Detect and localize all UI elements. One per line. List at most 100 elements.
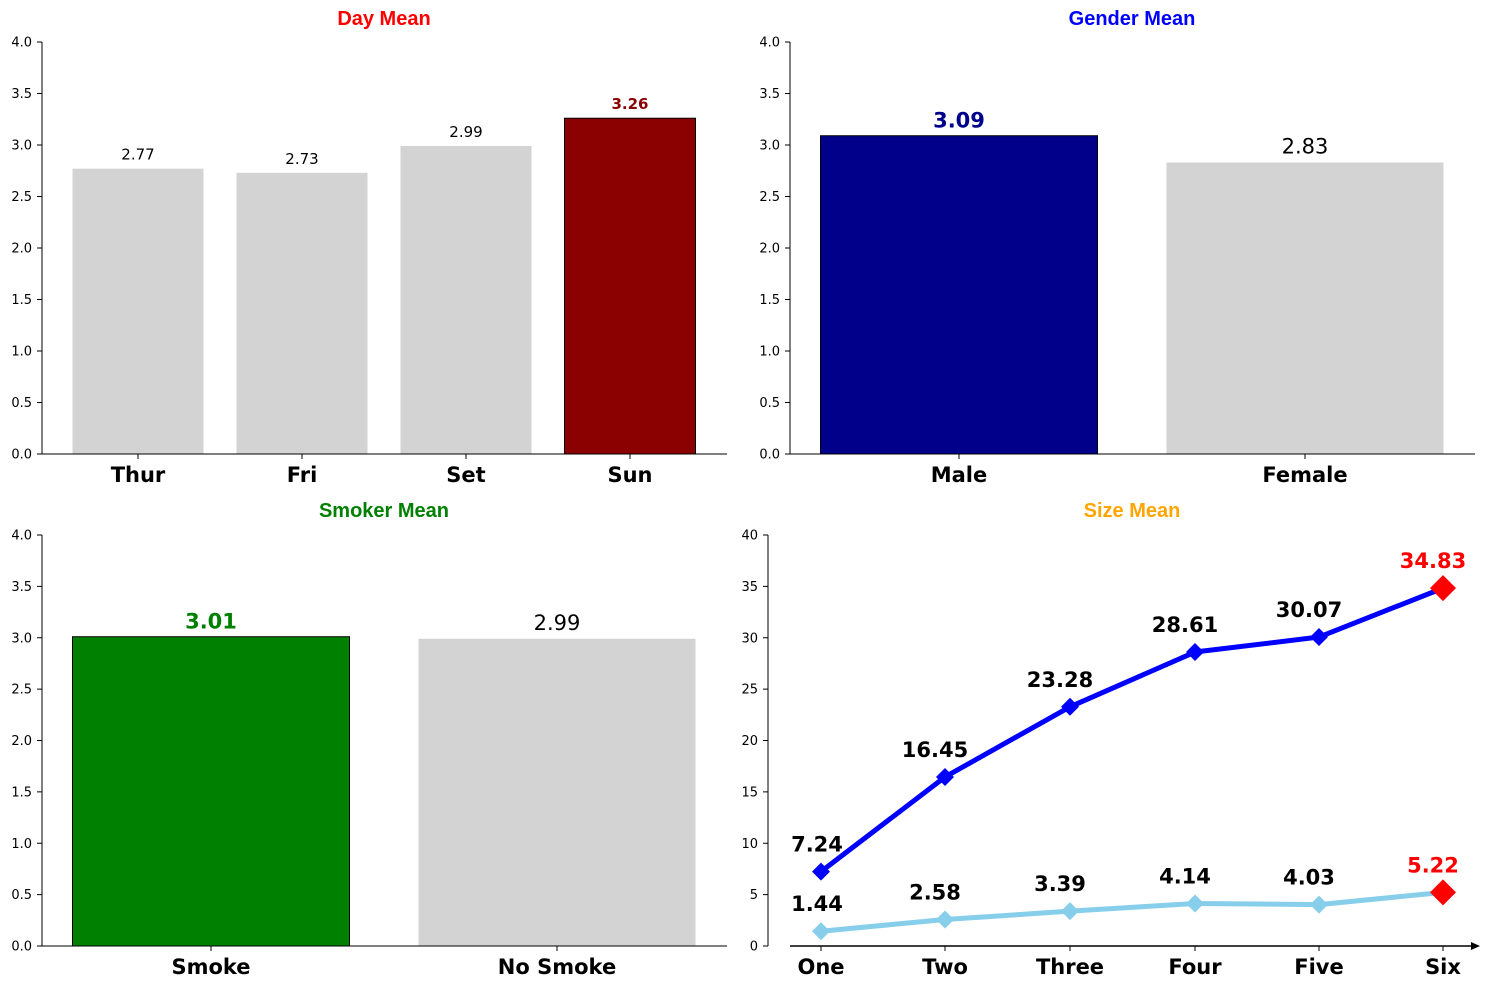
gender-mean-title: Gender Mean (1069, 8, 1196, 30)
bar-sun (564, 117, 696, 455)
y-tick-label: 4.0 (11, 36, 32, 51)
value-label-tip-three: 3.39 (1034, 872, 1086, 896)
marker-total-one (812, 862, 830, 881)
y-tick-label: 0.0 (11, 448, 32, 463)
marker-tip-three (1061, 902, 1079, 921)
x-tick-label-six: Six (1425, 955, 1461, 979)
bar-fri (236, 172, 368, 454)
value-label-total-one: 7.24 (791, 833, 843, 857)
x-tick-label-female: Female (1262, 463, 1347, 487)
value-label-male: 3.09 (933, 109, 985, 133)
y-tick-label: 25 (741, 683, 758, 698)
y-tick-label: 1.0 (759, 345, 780, 360)
value-label-thur: 2.77 (121, 146, 154, 164)
value-label-tip-five: 4.03 (1283, 866, 1335, 890)
gender-mean-chart: Gender Mean 0.0 0.5 1.0 1.5 2.0 2.5 3.0 3.5 4.0 3… (759, 8, 1475, 487)
y-tick-label: 3.5 (11, 580, 32, 595)
x-tick-label-no-smoke: No Smoke (498, 955, 616, 979)
series-line-tip (818, 889, 1446, 934)
smoker-mean-chart: Smoker Mean 0.0 0.5 1.0 1.5 2.0 2.5 3.0 3.5 4.0 3… (11, 500, 727, 979)
x-axis-arrow (1471, 942, 1480, 950)
marker-tip-five (1310, 895, 1328, 914)
value-label-sun: 3.26 (611, 95, 648, 113)
x-tick-label-set: Set (446, 463, 485, 487)
y-tick-label: 5 (750, 888, 758, 903)
y-tick-label: 3.5 (11, 87, 32, 102)
y-tick-label: 2.5 (11, 190, 32, 205)
value-label-total-six: 34.83 (1400, 549, 1466, 573)
y-tick-label: 30 (741, 631, 758, 646)
marker-total-six (1430, 575, 1456, 602)
bar-no-smoke (418, 638, 696, 946)
x-tick-label-two: Two (922, 955, 968, 979)
bar-male (820, 135, 1098, 455)
y-tick-label: 1.0 (11, 345, 32, 360)
value-label-total-five: 30.07 (1276, 598, 1342, 622)
smoker-mean-plot: 0.0 0.5 1.0 1.5 2.0 2.5 3.0 3.5 4.0 3.01 Smoke 2.99… (11, 529, 727, 979)
value-label-total-two: 16.45 (902, 738, 968, 762)
x-tick-label-sun: Sun (607, 463, 652, 487)
marker-tip-four (1186, 894, 1204, 913)
x-tick-label-fri: Fri (287, 463, 318, 487)
value-label-fri: 2.73 (285, 150, 318, 168)
y-tick-label: 3.5 (759, 87, 780, 102)
value-label-tip-six: 5.22 (1407, 853, 1459, 877)
gender-mean-plot: 0.0 0.5 1.0 1.5 2.0 2.5 3.0 3.5 4.0 3.09 Male 2.83 F… (759, 36, 1475, 487)
marker-tip-six (1430, 879, 1456, 906)
value-label-tip-one: 1.44 (791, 892, 843, 916)
value-label-female: 2.83 (1282, 135, 1329, 159)
y-tick-label: 40 (741, 529, 758, 544)
marker-total-four (1186, 643, 1204, 662)
marker-tip-two (936, 910, 954, 929)
y-tick-label: 1.5 (11, 293, 32, 308)
y-tick-label: 2.5 (759, 190, 780, 205)
x-tick-label-five: Five (1294, 955, 1343, 979)
y-tick-label: 3.0 (11, 139, 32, 154)
value-label-no-smoke: 2.99 (534, 611, 581, 635)
y-tick-label: 3.0 (759, 139, 780, 154)
bar-thur (72, 168, 204, 454)
value-label-total-three: 23.28 (1027, 668, 1093, 692)
y-tick-label: 0.0 (11, 940, 32, 955)
series-line-total (818, 585, 1446, 875)
x-tick-label-thur: Thur (111, 463, 166, 487)
y-tick-label: 2.5 (11, 683, 32, 698)
value-label-tip-two: 2.58 (909, 880, 961, 904)
x-tick-label-one: One (797, 955, 844, 979)
marker-total-two (936, 767, 954, 786)
bar-female (1166, 162, 1444, 454)
size-mean-chart: Size Mean 0 5 10 15 20 25 30 35 40 One Two Three Fou… (741, 500, 1480, 979)
smoker-mean-title: Smoker Mean (319, 500, 449, 522)
y-tick-label: 15 (741, 785, 758, 800)
y-tick-label: 1.5 (759, 293, 780, 308)
y-tick-label: 35 (741, 580, 758, 595)
day-mean-plot: 0.0 0.5 1.0 1.5 2.0 2.5 3.0 3.5 4.0 2.77 Thur 2.73 F… (11, 36, 727, 487)
y-tick-label: 2.0 (11, 734, 32, 749)
y-tick-label: 20 (741, 734, 758, 749)
y-tick-label: 0.5 (11, 888, 32, 903)
y-tick-label: 4.0 (759, 36, 780, 51)
y-tick-label: 0.5 (11, 396, 32, 411)
x-tick-label-three: Three (1036, 955, 1104, 979)
y-tick-label: 0 (750, 940, 758, 955)
y-tick-label: 2.0 (11, 242, 32, 257)
y-tick-label: 10 (741, 837, 758, 852)
y-tick-label: 2.0 (759, 242, 780, 257)
bar-set (400, 146, 532, 454)
y-tick-label: 3.0 (11, 631, 32, 646)
size-mean-plot: 0 5 10 15 20 25 30 35 40 One Two Three Four Five Six 7.… (741, 529, 1480, 979)
value-label-smoke: 3.01 (185, 610, 237, 634)
y-tick-label: 1.5 (11, 785, 32, 800)
y-tick-label: 0.0 (759, 448, 780, 463)
x-tick-label-four: Four (1168, 955, 1222, 979)
marker-tip-one (812, 922, 830, 941)
value-label-total-four: 28.61 (1152, 613, 1218, 637)
y-tick-label: 4.0 (11, 529, 32, 544)
value-label-tip-four: 4.14 (1159, 864, 1211, 888)
marker-total-five (1310, 628, 1328, 647)
marker-total-three (1061, 697, 1079, 716)
bar-smoke (72, 636, 350, 947)
size-mean-title: Size Mean (1084, 500, 1181, 522)
value-label-set: 2.99 (449, 123, 482, 141)
